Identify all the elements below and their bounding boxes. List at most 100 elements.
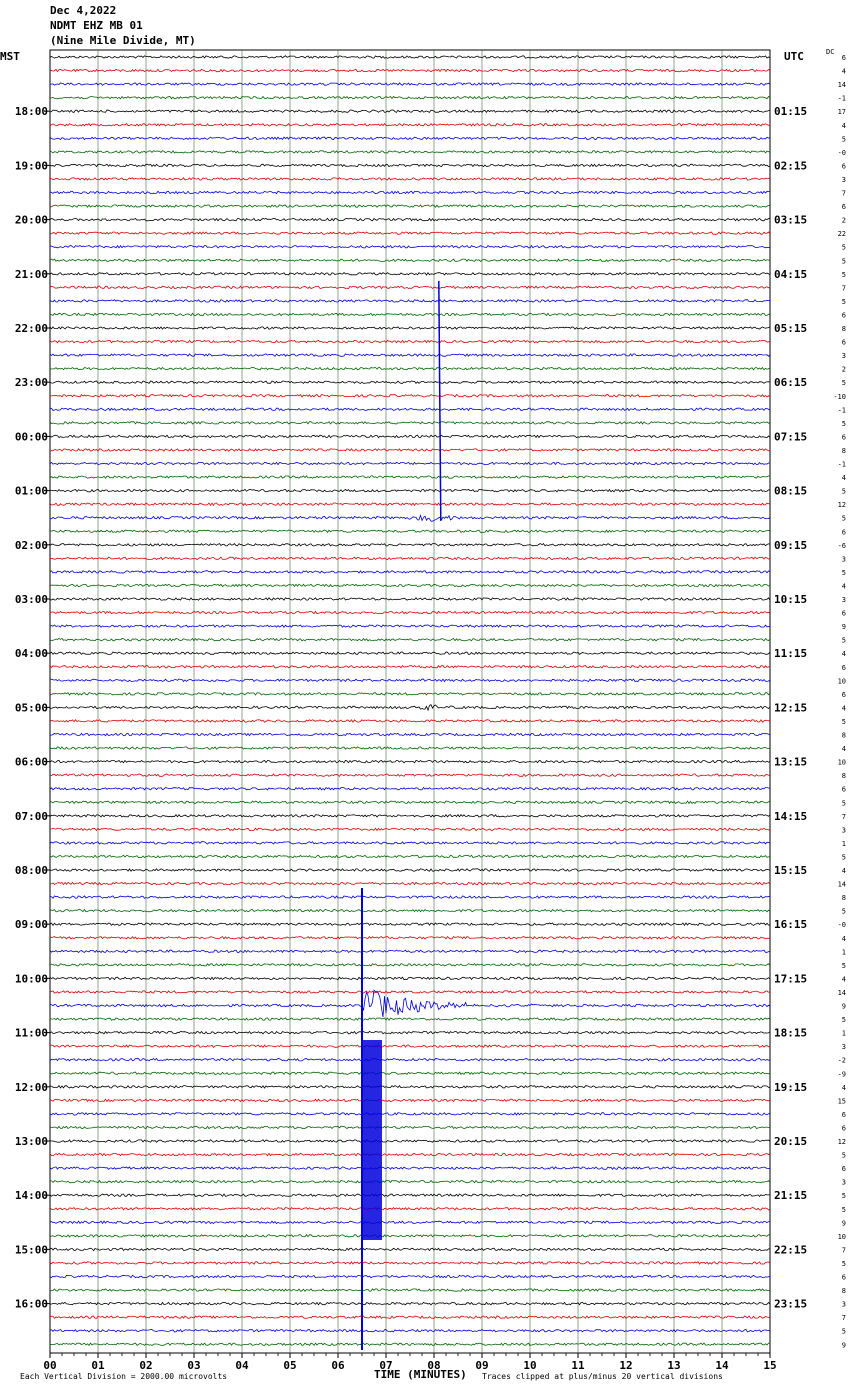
trace-line xyxy=(49,610,771,615)
trace-line xyxy=(49,637,771,642)
dc-offset-label: -6 xyxy=(838,542,846,550)
footer-clip: Traces clipped at plus/minus 20 vertical… xyxy=(482,1372,723,1381)
dc-offset-label: -0 xyxy=(838,149,846,157)
header-date: Dec 4,2022 xyxy=(50,4,117,17)
dc-offset-label: 5 xyxy=(842,135,846,143)
trace-line xyxy=(49,1288,771,1292)
trace-line xyxy=(49,353,771,357)
trace-line xyxy=(49,800,771,805)
dc-offset-label: 4 xyxy=(842,745,846,753)
trace-line xyxy=(49,1017,771,1021)
dc-offset-label: -10 xyxy=(833,393,846,401)
right-time-labels: 01:15 02:15 03:15 04:15 05:15 06:15 07:15 08:15… xyxy=(774,105,807,1310)
trace-line xyxy=(49,1152,771,1157)
dc-offset-label: 7 xyxy=(842,1314,846,1322)
trace-line xyxy=(49,1057,771,1062)
dc-offset-label: 3 xyxy=(842,1301,846,1309)
dc-offset-label: 6 xyxy=(842,339,846,347)
trace-line xyxy=(49,421,771,425)
trace-line xyxy=(49,854,771,859)
trace-line xyxy=(49,976,771,981)
trace-line xyxy=(49,1207,770,1211)
trace-line xyxy=(49,82,771,86)
trace-line xyxy=(49,244,771,249)
dc-offset-label: 7 xyxy=(842,190,846,198)
dc-offset-label: 15 xyxy=(838,1097,846,1105)
trace-line xyxy=(49,461,771,466)
right-time-label: 16:15 xyxy=(774,918,807,931)
trace-line xyxy=(49,841,771,845)
trace-line xyxy=(49,488,771,493)
trace-line xyxy=(49,380,771,385)
x-tick-label: 11 xyxy=(571,1359,585,1372)
dc-offset-label: 10 xyxy=(838,1233,846,1241)
dc-offset-label: 5 xyxy=(842,908,846,916)
dc-offset-label: 3 xyxy=(842,1043,846,1051)
dc-offset-label: 6 xyxy=(842,203,846,211)
dc-offset-label: 8 xyxy=(842,325,846,333)
dc-offset-label: 14 xyxy=(838,989,846,997)
trace-line xyxy=(49,150,771,154)
x-tick-label: 14 xyxy=(715,1359,729,1372)
right-time-label: 11:15 xyxy=(774,647,807,660)
trace-line xyxy=(49,624,771,628)
dc-offset-label: 4 xyxy=(842,68,846,76)
dc-offset-label: 4 xyxy=(842,935,846,943)
dc-offset-label: 8 xyxy=(842,447,846,455)
dc-offset-label: 1 xyxy=(842,840,846,848)
dc-offset-label: 4 xyxy=(842,704,846,712)
x-tick-label: 15 xyxy=(763,1359,776,1372)
trace-line xyxy=(49,95,771,100)
dc-offset-label: 8 xyxy=(842,732,846,740)
dc-offset-label: 9 xyxy=(842,623,846,631)
trace-line xyxy=(49,935,771,940)
trace-line xyxy=(49,1030,771,1035)
left-time-label: 14:00 xyxy=(15,1189,48,1202)
trace-line xyxy=(49,868,771,872)
dc-offset-label: -9 xyxy=(838,1070,846,1078)
trace-line xyxy=(50,732,771,737)
left-time-label: 04:00 xyxy=(15,647,48,660)
dc-offset-label: 2 xyxy=(842,366,846,374)
right-time-label: 15:15 xyxy=(774,864,807,877)
trace-line xyxy=(49,989,771,1018)
trace-line xyxy=(49,1084,771,1089)
trace-line xyxy=(49,746,771,750)
time-axis: 00 01 02 03 04 05 06 07 08 09 10 11 12 13 14 15 xyxy=(43,1353,777,1372)
left-time-label: 12:00 xyxy=(15,1081,48,1094)
trace-line xyxy=(49,895,771,899)
dc-offset-label: 5 xyxy=(842,488,846,496)
left-time-label: 03:00 xyxy=(15,593,48,606)
right-time-label: 22:15 xyxy=(774,1243,807,1256)
x-tick-label: 07 xyxy=(379,1359,392,1372)
trace-line xyxy=(49,1044,771,1048)
dc-offset-label: 5 xyxy=(842,1206,846,1214)
dc-offset-label: 6 xyxy=(842,610,846,618)
trace-line xyxy=(49,1220,771,1225)
trace-line xyxy=(49,881,771,886)
dc-offset-label: 3 xyxy=(842,555,846,563)
dc-offset-label: 3 xyxy=(842,596,846,604)
dc-offset-label: 6 xyxy=(842,786,846,794)
trace-line xyxy=(49,514,771,522)
dc-offset-label: 6 xyxy=(842,664,846,672)
event-earthquake-burst xyxy=(362,1040,382,1240)
dc-offset-label: 6 xyxy=(842,433,846,441)
dc-offset-label: 1 xyxy=(842,948,846,956)
dc-offset-label: 5 xyxy=(842,962,846,970)
trace-line xyxy=(49,1112,771,1116)
trace-line xyxy=(49,285,771,290)
dc-label: DC xyxy=(826,48,835,56)
trace-line xyxy=(49,1247,771,1252)
left-time-label: 13:00 xyxy=(15,1135,48,1148)
dc-offset-labels: 6414-11745-0637622255575686325-10-1568-1… xyxy=(833,54,846,1349)
dc-offset-label: 5 xyxy=(842,718,846,726)
x-tick-label: 03 xyxy=(187,1359,200,1372)
dc-offset-label: 9 xyxy=(842,1341,846,1349)
event-spike xyxy=(438,280,442,521)
right-time-label: 10:15 xyxy=(774,593,807,606)
dc-offset-label: 6 xyxy=(842,528,846,536)
trace-line xyxy=(49,339,771,344)
right-time-label: 04:15 xyxy=(774,268,807,281)
trace-line xyxy=(49,1071,771,1076)
